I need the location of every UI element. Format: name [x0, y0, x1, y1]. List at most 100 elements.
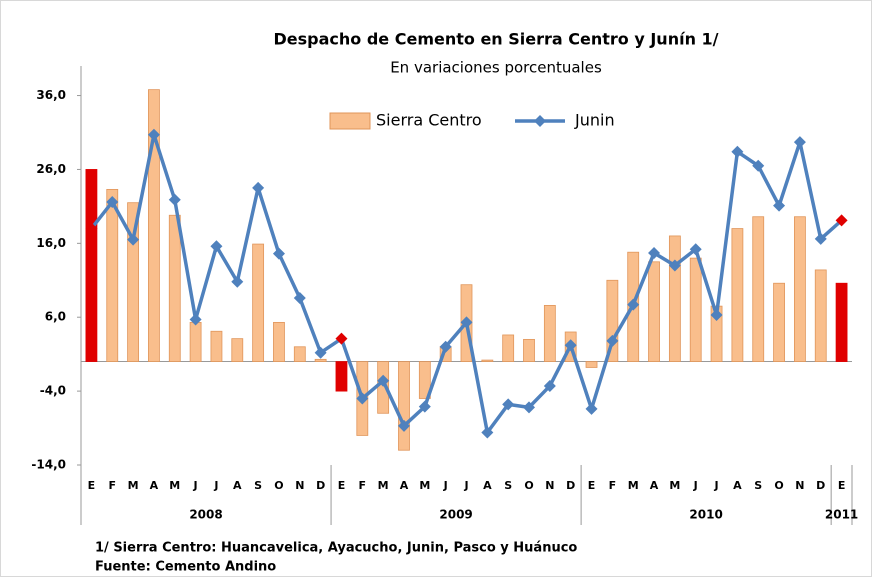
x-tick-label: M — [169, 479, 180, 492]
y-tick-label: -4,0 — [40, 384, 66, 398]
bar — [85, 169, 98, 362]
bar — [293, 346, 306, 362]
year-label: 2010 — [689, 508, 722, 522]
marker — [752, 159, 765, 172]
bar — [689, 257, 702, 362]
marker — [710, 309, 723, 322]
legend-swatch — [329, 112, 371, 130]
year-label: 2009 — [439, 508, 472, 522]
marker — [439, 340, 452, 353]
marker — [252, 181, 265, 194]
bar — [773, 282, 785, 362]
bar — [398, 361, 410, 451]
x-tick-label: O — [524, 479, 533, 492]
x-tick-label: N — [545, 479, 554, 492]
marker — [293, 292, 306, 305]
bar — [794, 216, 806, 362]
y-tick-label: 16,0 — [36, 236, 66, 250]
bar — [127, 202, 139, 362]
year-label: 2011 — [825, 508, 858, 522]
marker — [627, 298, 640, 311]
bar — [502, 334, 515, 362]
marker — [272, 247, 285, 260]
y-tick-label: 36,0 — [36, 88, 66, 102]
marker — [835, 214, 848, 227]
marker — [147, 128, 160, 141]
bar — [668, 235, 681, 362]
source: Fuente: Cemento Andino — [95, 560, 276, 575]
legend-label: Junin — [574, 111, 615, 130]
marker — [585, 402, 598, 415]
x-tick-label: S — [504, 479, 512, 492]
x-tick-label: M — [628, 479, 639, 492]
x-tick-label: J — [443, 479, 448, 492]
x-tick-label: E — [588, 479, 596, 492]
marker — [231, 275, 244, 288]
bar — [835, 282, 848, 362]
marker — [335, 332, 348, 345]
bar — [210, 330, 223, 362]
legend-marker — [534, 115, 546, 127]
marker — [668, 259, 681, 272]
marker — [356, 392, 369, 405]
marker — [773, 199, 786, 212]
bar — [106, 188, 119, 362]
x-tick-label: J — [193, 479, 198, 492]
marker — [689, 243, 702, 256]
x-tick-label: M — [378, 479, 389, 492]
y-tick-label: 6,0 — [45, 310, 66, 324]
bar — [523, 338, 535, 362]
bar — [335, 361, 348, 392]
chart-subtitle: En variaciones porcentuales — [390, 59, 602, 77]
x-tick-label: J — [463, 479, 468, 492]
marker — [418, 400, 431, 413]
bar — [168, 214, 181, 362]
x-tick-label: O — [774, 479, 783, 492]
marker — [731, 145, 744, 158]
x-tick-label: D — [816, 479, 825, 492]
marker — [210, 240, 223, 253]
x-tick-label: D — [316, 479, 325, 492]
marker — [523, 401, 536, 414]
marker — [564, 339, 577, 352]
marker — [106, 195, 119, 208]
x-tick-label: J — [693, 479, 698, 492]
x-tick-label: A — [233, 479, 242, 492]
chart-title: Despacho de Cemento en Sierra Centro y J… — [274, 30, 719, 49]
bar — [731, 228, 744, 362]
x-tick-label: O — [274, 479, 283, 492]
y-tick-label: 26,0 — [36, 162, 66, 176]
bar — [648, 261, 660, 362]
bar — [148, 89, 160, 362]
marker — [127, 233, 140, 246]
bar — [273, 321, 285, 362]
marker — [543, 379, 556, 392]
marker — [502, 398, 515, 411]
bar — [814, 269, 827, 362]
bar — [606, 279, 619, 362]
bar — [585, 361, 598, 368]
x-tick-label: A — [650, 479, 659, 492]
x-tick-label: A — [483, 479, 492, 492]
x-tick-label: J — [714, 479, 719, 492]
x-tick-label: F — [359, 479, 367, 492]
marker — [648, 246, 661, 259]
marker — [314, 346, 327, 359]
legend-label: Sierra Centro — [376, 111, 482, 130]
x-tick-label: S — [254, 479, 262, 492]
marker — [793, 136, 806, 149]
x-tick-label: M — [128, 479, 139, 492]
bar — [189, 321, 202, 362]
marker — [377, 374, 390, 387]
marker — [189, 313, 202, 326]
marker — [460, 316, 473, 329]
marker — [85, 222, 98, 235]
x-tick-label: F — [108, 479, 116, 492]
x-tick-label: A — [400, 479, 409, 492]
x-tick-label: D — [566, 479, 575, 492]
bar — [752, 216, 765, 362]
bar — [314, 358, 327, 362]
x-tick-label: M — [669, 479, 680, 492]
